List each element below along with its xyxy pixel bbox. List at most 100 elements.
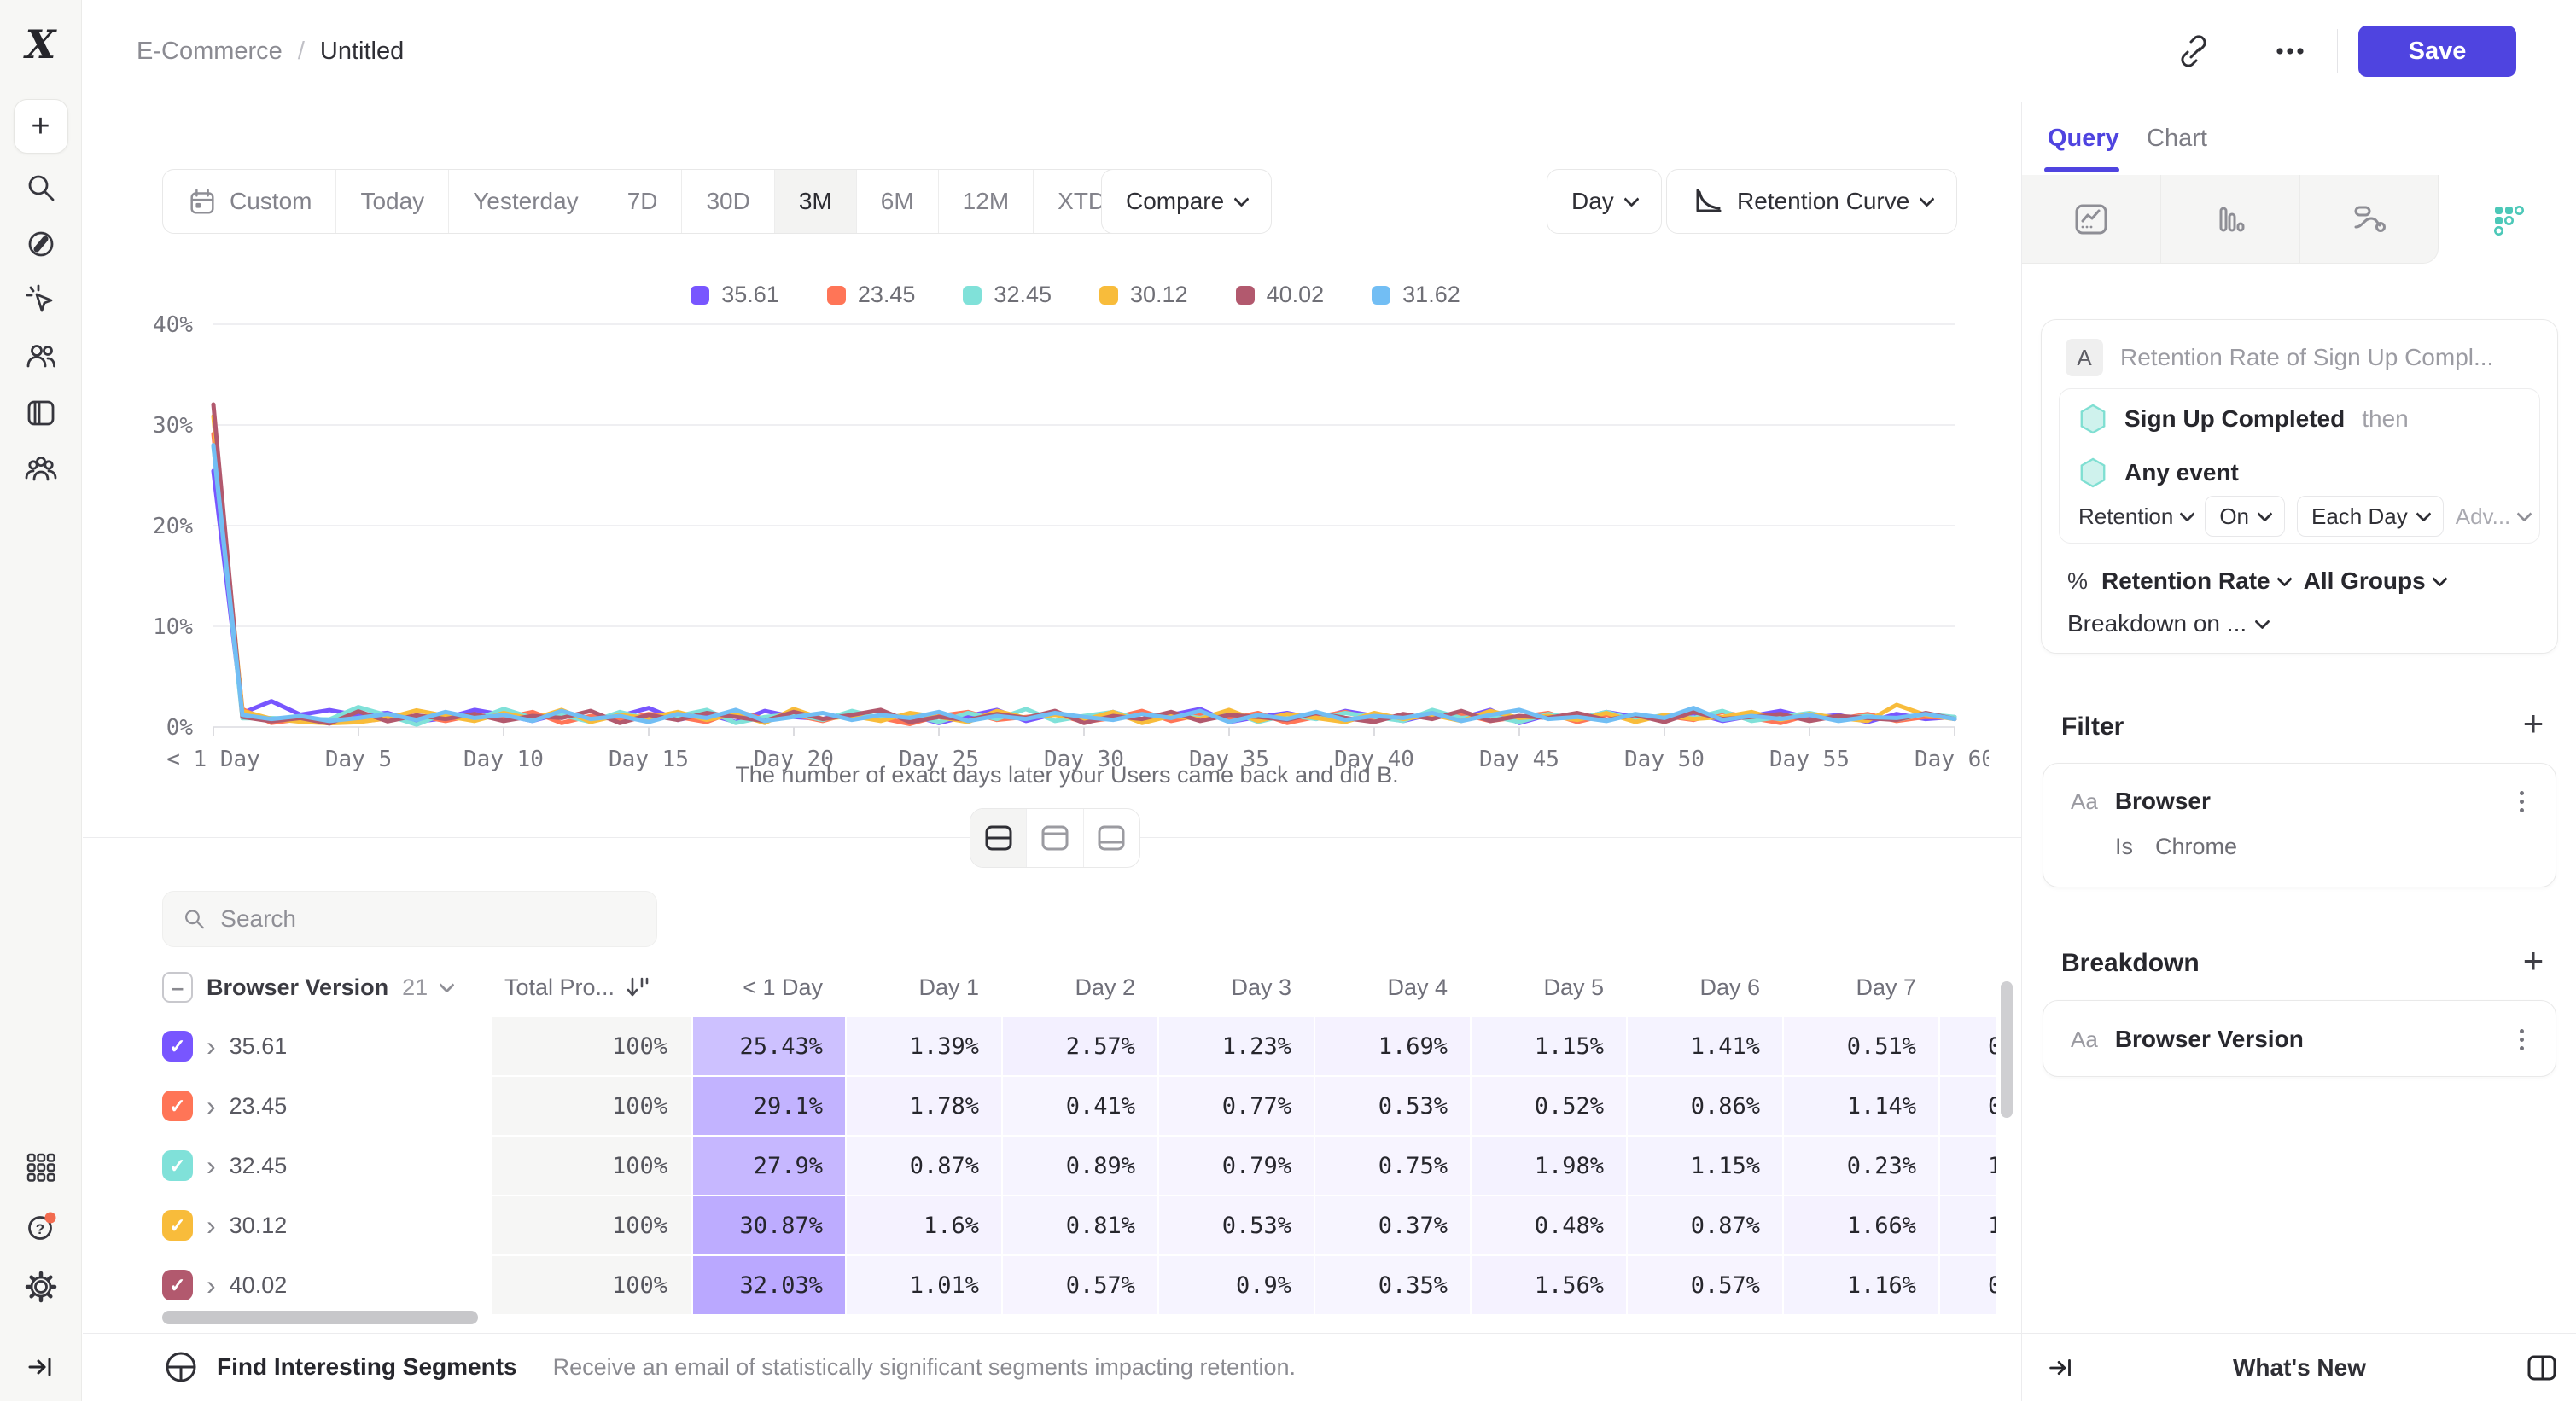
breakdown-menu-icon[interactable] bbox=[2504, 1021, 2538, 1058]
select-all-checkbox[interactable]: – bbox=[162, 972, 193, 1003]
column-header[interactable]: < 1 Day bbox=[693, 959, 845, 1015]
breadcrumb-project[interactable]: E-Commerce bbox=[137, 37, 283, 65]
filter-property-row[interactable]: Aa Browser bbox=[2071, 782, 2211, 820]
retention-cell[interactable]: 1.56% bbox=[1472, 1256, 1626, 1314]
retention-cell[interactable]: 25.43% bbox=[693, 1017, 845, 1075]
funnels-icon[interactable] bbox=[2160, 175, 2300, 264]
add-filter-button[interactable]: + bbox=[2522, 703, 2544, 743]
range-xtd[interactable]: XTD bbox=[1033, 170, 1152, 233]
events-cursor-icon[interactable] bbox=[22, 282, 60, 319]
table-header-total[interactable]: Total Pro... bbox=[492, 959, 691, 1015]
retention-cell[interactable]: 2.57% bbox=[1003, 1017, 1157, 1075]
table-view-toggle[interactable] bbox=[1082, 809, 1139, 867]
retention-cell[interactable]: 0.52% bbox=[1472, 1077, 1626, 1135]
search-input[interactable] bbox=[220, 905, 638, 933]
retention-cell[interactable]: 1.98% bbox=[1472, 1137, 1626, 1195]
copy-link-icon[interactable] bbox=[2173, 31, 2214, 72]
column-header[interactable]: Day 7 bbox=[1784, 959, 1938, 1015]
row-checkbox[interactable]: ✓ bbox=[162, 1031, 193, 1062]
breakdown-on-dropdown[interactable]: Breakdown on ... bbox=[2067, 610, 2270, 637]
retention-icon[interactable] bbox=[2439, 175, 2576, 264]
retention-cell[interactable]: 1.41% bbox=[1628, 1017, 1782, 1075]
advanced-dropdown[interactable]: Adv... bbox=[2456, 503, 2532, 530]
collapse-panel-icon[interactable] bbox=[2043, 1349, 2080, 1387]
chevron-right-icon[interactable]: › bbox=[207, 1210, 216, 1241]
column-header[interactable]: Day 2 bbox=[1003, 959, 1157, 1015]
range-6m[interactable]: 6M bbox=[855, 170, 938, 233]
add-breakdown-button[interactable]: + bbox=[2522, 940, 2544, 980]
retention-cell[interactable]: 1.39% bbox=[847, 1017, 1001, 1075]
retention-cell[interactable]: 0.37% bbox=[1315, 1196, 1470, 1254]
retention-cell[interactable]: 1.16% bbox=[1784, 1256, 1938, 1314]
mixpanel-logo-icon[interactable]: X bbox=[25, 21, 56, 67]
range-3m-active[interactable]: 3M bbox=[773, 170, 856, 233]
retention-cell[interactable]: 0.57% bbox=[1628, 1256, 1782, 1314]
more-options-icon[interactable] bbox=[2270, 31, 2311, 72]
table-row-header[interactable]: ✓ › 30.12 bbox=[162, 1196, 491, 1254]
discover-compass-icon[interactable] bbox=[22, 225, 60, 263]
compare-button[interactable]: Compare bbox=[1101, 169, 1273, 234]
retention-cell[interactable]: 1.69% bbox=[1315, 1017, 1470, 1075]
table-row-header[interactable]: ✓ › 35.61 bbox=[162, 1017, 491, 1075]
column-header[interactable]: Day 5 bbox=[1472, 959, 1626, 1015]
table-vertical-scrollbar[interactable] bbox=[2001, 981, 2013, 1118]
retention-cell[interactable]: 32.03% bbox=[693, 1256, 845, 1314]
retention-type-dropdown[interactable]: Retention bbox=[2078, 503, 2196, 530]
cohorts-icon[interactable] bbox=[22, 451, 60, 488]
filter-menu-icon[interactable] bbox=[2504, 782, 2538, 820]
whats-new-link[interactable]: What's New bbox=[2232, 1354, 2366, 1381]
range-custom[interactable]: Custom bbox=[163, 170, 335, 233]
retention-cell[interactable]: 0.86% bbox=[1628, 1077, 1782, 1135]
retention-line-chart[interactable]: 0% 10% 20% 30% 40% < 1 Day Day 5 Day 10 Day 15 Da… bbox=[145, 312, 1989, 773]
chevron-right-icon[interactable]: › bbox=[207, 1091, 216, 1121]
chevron-right-icon[interactable]: › bbox=[207, 1270, 216, 1300]
boards-icon[interactable] bbox=[22, 394, 60, 432]
retention-cell[interactable]: 0.53% bbox=[1315, 1077, 1470, 1135]
retention-cell[interactable]: 1.14% bbox=[1784, 1077, 1938, 1135]
retention-cell[interactable]: 0.9% bbox=[1159, 1256, 1314, 1314]
settings-gear-icon[interactable] bbox=[22, 1268, 60, 1306]
range-30d[interactable]: 30D bbox=[681, 170, 773, 233]
step-title[interactable]: Retention Rate of Sign Up Compl... bbox=[2120, 344, 2494, 370]
chart-type-button[interactable]: Retention Curve bbox=[1666, 169, 1958, 234]
row-checkbox[interactable]: ✓ bbox=[162, 1210, 193, 1241]
legend-item[interactable]: 32.45 bbox=[963, 282, 1052, 308]
retention-cell[interactable]: 1.15% bbox=[1628, 1137, 1782, 1195]
legend-item[interactable]: 35.61 bbox=[691, 282, 779, 308]
retention-cell[interactable]: 0.23% bbox=[1784, 1137, 1938, 1195]
range-12m[interactable]: 12M bbox=[937, 170, 1033, 233]
chevron-right-icon[interactable]: › bbox=[207, 1031, 216, 1062]
retention-cell[interactable]: 0.41% bbox=[1003, 1077, 1157, 1135]
create-new-button[interactable]: + bbox=[13, 99, 68, 154]
on-dropdown[interactable]: On bbox=[2205, 496, 2285, 537]
users-icon[interactable] bbox=[22, 338, 60, 375]
retention-cell[interactable]: 0.53% bbox=[1159, 1196, 1314, 1254]
each-day-dropdown[interactable]: Each Day bbox=[2297, 496, 2444, 537]
row-checkbox[interactable]: ✓ bbox=[162, 1270, 193, 1300]
chevron-right-icon[interactable]: › bbox=[207, 1150, 216, 1181]
column-header[interactable]: Day 1 bbox=[847, 959, 1001, 1015]
insights-icon[interactable] bbox=[2022, 175, 2161, 264]
retention-cell[interactable]: 30.87% bbox=[693, 1196, 845, 1254]
retention-cell[interactable]: 0.89% bbox=[1003, 1137, 1157, 1195]
chart-view-toggle[interactable] bbox=[1026, 809, 1082, 867]
event-row-2[interactable]: Any event bbox=[2078, 456, 2239, 490]
breadcrumb-title[interactable]: Untitled bbox=[319, 37, 405, 65]
retention-cell[interactable]: 0.51% bbox=[1784, 1017, 1938, 1075]
collapse-sidebar-icon[interactable] bbox=[22, 1348, 60, 1386]
column-header[interactable]: Day 3 bbox=[1159, 959, 1314, 1015]
retention-cell[interactable]: 0.81% bbox=[1003, 1196, 1157, 1254]
retention-cell[interactable]: 0.75% bbox=[1315, 1137, 1470, 1195]
table-row-header[interactable]: ✓ › 32.45 bbox=[162, 1137, 491, 1195]
retention-cell[interactable]: 1.23% bbox=[1159, 1017, 1314, 1075]
retention-cell[interactable]: 1.6% bbox=[847, 1196, 1001, 1254]
retention-cell[interactable]: 0.57% bbox=[1003, 1256, 1157, 1314]
column-header[interactable]: Day 4 bbox=[1315, 959, 1470, 1015]
retention-cell[interactable]: 1.01% bbox=[847, 1256, 1001, 1314]
search-icon[interactable] bbox=[22, 169, 60, 207]
layout-columns-icon[interactable] bbox=[2522, 1349, 2560, 1387]
flows-icon[interactable] bbox=[2299, 175, 2439, 264]
retention-cell[interactable]: 0.35% bbox=[1315, 1256, 1470, 1314]
retention-cell[interactable]: 0.48% bbox=[1472, 1196, 1626, 1254]
help-icon[interactable]: ? bbox=[22, 1208, 60, 1246]
